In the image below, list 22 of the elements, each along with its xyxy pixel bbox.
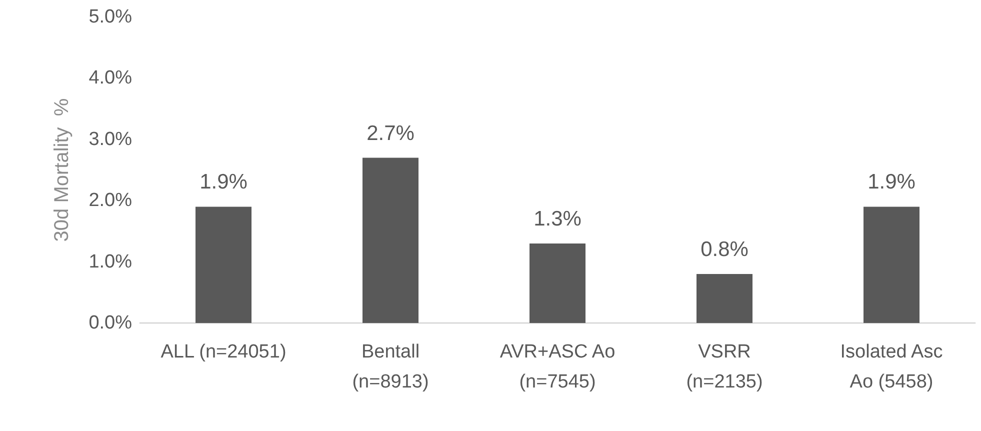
y-tick-label: 1.0% (88, 251, 132, 272)
y-tick-label: 0.0% (88, 312, 132, 334)
x-tick-label: VSRR (n=2135) (686, 342, 763, 392)
bar (864, 206, 920, 323)
x-tick-label: ALL (n=24051) (160, 342, 286, 362)
y-tick-label: 4.0% (88, 68, 132, 89)
y-tick-label: 2.0% (88, 190, 132, 212)
data-label: 0.8% (700, 238, 748, 262)
y-tick-label: 3.0% (88, 128, 132, 150)
data-label: 1.9% (868, 170, 916, 194)
data-label: 2.7% (366, 122, 414, 145)
bar (530, 243, 586, 323)
data-label: 1.9% (200, 170, 248, 194)
data-label: 1.3% (534, 207, 582, 230)
y-tick-label: 5.0% (88, 6, 132, 28)
bar (196, 206, 252, 323)
x-tick-label: Bentall (n=8913) (352, 342, 429, 392)
x-tick-label: Isolated Asc Ao (5458) (840, 342, 943, 392)
bar (362, 158, 418, 323)
y-axis-title: 30d Mortality % (51, 98, 73, 242)
bar (696, 274, 752, 323)
x-tick-label: AVR+ASC Ao (n=7545) (500, 342, 616, 392)
